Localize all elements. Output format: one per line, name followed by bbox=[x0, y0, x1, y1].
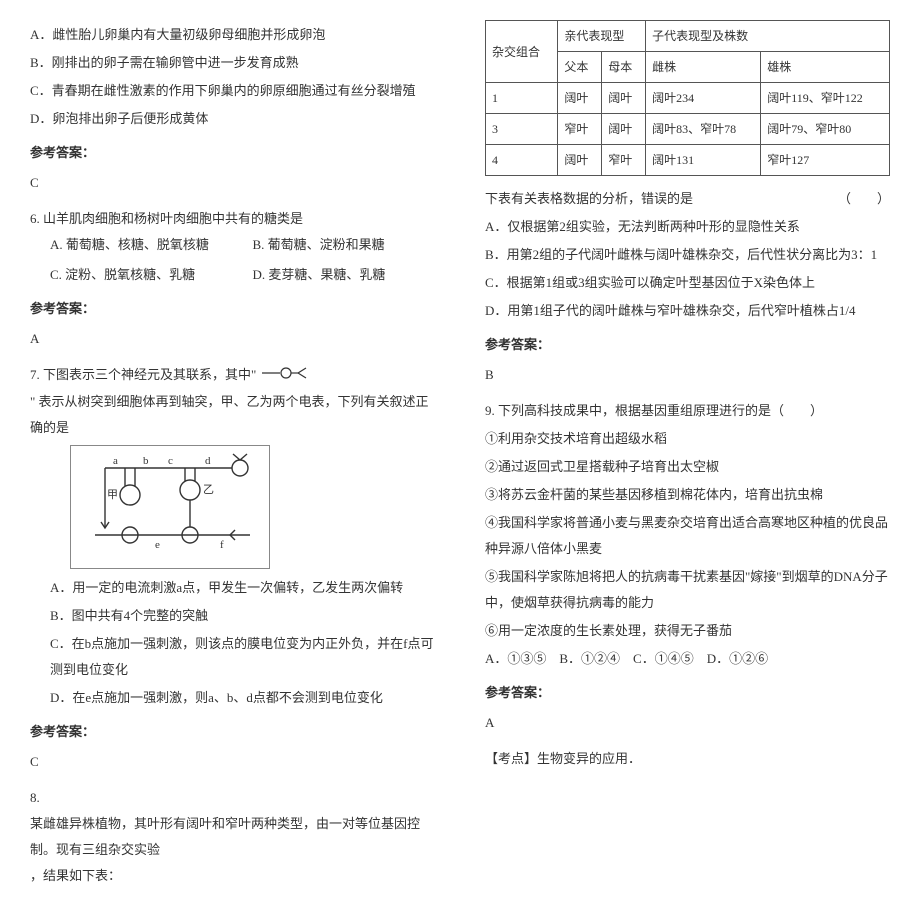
tq-option-c: C．根据第1组或3组实验可以确定叶型基因位于X染色体上 bbox=[485, 270, 890, 296]
q9-answer-label: 参考答案： bbox=[485, 680, 890, 706]
table-row: 1 阔叶 阔叶 阔叶234 阔叶119、窄叶122 bbox=[486, 83, 890, 114]
sub-father: 父本 bbox=[558, 52, 602, 83]
q5-option-a: A．雌性胎儿卵巢内有大量初级卵母细胞并形成卵泡 bbox=[30, 22, 435, 48]
q6-option-a: A. 葡萄糖、核糖、脱氧核糖 bbox=[50, 232, 233, 258]
q8-stem-l2: ，结果如下表： bbox=[30, 863, 435, 889]
q9-item-3: ③将苏云金杆菌的某些基因移植到棉花体内，培育出抗虫棉 bbox=[485, 482, 890, 508]
tq-answer-label: 参考答案： bbox=[485, 332, 890, 358]
th-parent: 亲代表现型 bbox=[558, 21, 646, 52]
q5-option-c: C．青春期在雌性激素的作用下卵巢内的卵原细胞通过有丝分裂增殖 bbox=[30, 78, 435, 104]
tq-option-a: A．仅根据第2组实验，无法判断两种叶形的显隐性关系 bbox=[485, 214, 890, 240]
neuron-symbol-icon bbox=[260, 363, 310, 389]
left-column: A．雌性胎儿卵巢内有大量初级卵母细胞并形成卵泡 B．刚排出的卵子需在输卵管中进一… bbox=[30, 20, 435, 889]
q9-note: 【考点】生物变异的应用． bbox=[485, 746, 890, 772]
q9-options-line: A．①③⑤ B．①②④ C．①④⑤ D．①②⑥ bbox=[485, 646, 890, 672]
label-jia: 甲 bbox=[107, 489, 118, 501]
th-offspring: 子代表现型及株数 bbox=[646, 21, 890, 52]
q7-stem-part2: " 表示从树突到细胞体再到轴突，甲、乙为两个电表，下列有关叙述正确的是 bbox=[30, 394, 429, 435]
q6-option-c: C. 淀粉、脱氧核糖、乳糖 bbox=[50, 262, 233, 288]
q9-stem: 9. 下列高科技成果中，根据基因重组原理进行的是（ ） bbox=[485, 398, 890, 424]
q5-answer-label: 参考答案： bbox=[30, 140, 435, 166]
table-row: 4 阔叶 窄叶 阔叶131 窄叶127 bbox=[486, 145, 890, 176]
q7-option-d: D．在e点施加一强刺激，则a、b、d点都不会测到电位变化 bbox=[50, 685, 435, 711]
sub-male: 雄株 bbox=[761, 52, 890, 83]
q6-option-b: B. 葡萄糖、淀粉和果糖 bbox=[253, 232, 436, 258]
label-a: a bbox=[113, 455, 118, 467]
q7-answer-label: 参考答案： bbox=[30, 719, 435, 745]
label-d: d bbox=[205, 455, 211, 467]
q7-answer-value: C bbox=[30, 749, 435, 775]
q7-option-b: B．图中共有4个完整的突触 bbox=[50, 603, 435, 629]
q5-answer-value: C bbox=[30, 170, 435, 196]
tq-blank: （ ） bbox=[838, 186, 890, 212]
q9-item-4: ④我国科学家将普通小麦与黑麦杂交培育出适合高寒地区种植的优良品种异源八倍体小黑麦 bbox=[485, 510, 890, 562]
q9-item-5: ⑤我国科学家陈旭将把人的抗病毒干扰素基因"嫁接"到烟草的DNA分子中，使烟草获得… bbox=[485, 564, 890, 616]
q6-stem: 6. 山羊肌肉细胞和杨树叶肉细胞中共有的糖类是 bbox=[30, 206, 435, 232]
q7-diagram: 甲 乙 a b c d e f bbox=[70, 445, 270, 569]
cross-table: 杂交组合 亲代表现型 子代表现型及株数 父本 母本 雌株 雄株 1 阔叶 阔叶 … bbox=[485, 20, 890, 176]
tq-answer-value: B bbox=[485, 362, 890, 388]
tq-stem: 下表有关表格数据的分析，错误的是 （ ） bbox=[485, 186, 890, 212]
q8-stem-l1: 某雌雄异株植物，其叶形有阔叶和窄叶两种类型，由一对等位基因控制。现有三组杂交实验 bbox=[30, 811, 435, 863]
label-b: b bbox=[143, 455, 149, 467]
sub-female: 雌株 bbox=[646, 52, 761, 83]
q7-option-c: C．在b点施加一强刺激，则该点的膜电位变为内正外负，并在f点可测到电位变化 bbox=[50, 631, 435, 683]
label-c: c bbox=[168, 455, 173, 467]
label-yi: 乙 bbox=[203, 483, 214, 496]
label-e: e bbox=[155, 539, 160, 551]
q9-item-2: ②通过返回式卫星搭载种子培育出太空椒 bbox=[485, 454, 890, 480]
q9-item-6: ⑥用一定浓度的生长素处理，获得无子番茄 bbox=[485, 618, 890, 644]
q6-option-d: D. 麦芽糖、果糖、乳糖 bbox=[253, 262, 436, 288]
tq-option-b: B．用第2组的子代阔叶雌株与阔叶雄株杂交，后代性状分离比为3：1 bbox=[485, 242, 890, 268]
q7-option-a: A．用一定的电流刺激a点，甲发生一次偏转，乙发生两次偏转 bbox=[50, 575, 435, 601]
q6-answer-value: A bbox=[30, 326, 435, 352]
table-row: 3 窄叶 阔叶 阔叶83、窄叶78 阔叶79、窄叶80 bbox=[486, 114, 890, 145]
right-column: 杂交组合 亲代表现型 子代表现型及株数 父本 母本 雌株 雄株 1 阔叶 阔叶 … bbox=[485, 20, 890, 889]
q5-option-d: D．卵泡排出卵子后便形成黄体 bbox=[30, 106, 435, 132]
q9-answer-value: A bbox=[485, 710, 890, 736]
q7-stem: 7. 下图表示三个神经元及其联系，其中" " 表示从树突到细胞体再到轴突，甲、乙… bbox=[30, 362, 435, 441]
tq-option-d: D．用第1组子代的阔叶雌株与窄叶雄株杂交，后代窄叶植株占1/4 bbox=[485, 298, 890, 324]
q9-item-1: ①利用杂交技术培育出超级水稻 bbox=[485, 426, 890, 452]
q6-answer-label: 参考答案： bbox=[30, 296, 435, 322]
q5-option-b: B．刚排出的卵子需在输卵管中进一步发育成熟 bbox=[30, 50, 435, 76]
q7-stem-part1: 7. 下图表示三个神经元及其联系，其中" bbox=[30, 367, 256, 382]
label-f: f bbox=[220, 539, 224, 551]
q8-number: 8. bbox=[30, 785, 435, 811]
th-combo: 杂交组合 bbox=[486, 21, 558, 83]
sub-mother: 母本 bbox=[602, 52, 646, 83]
